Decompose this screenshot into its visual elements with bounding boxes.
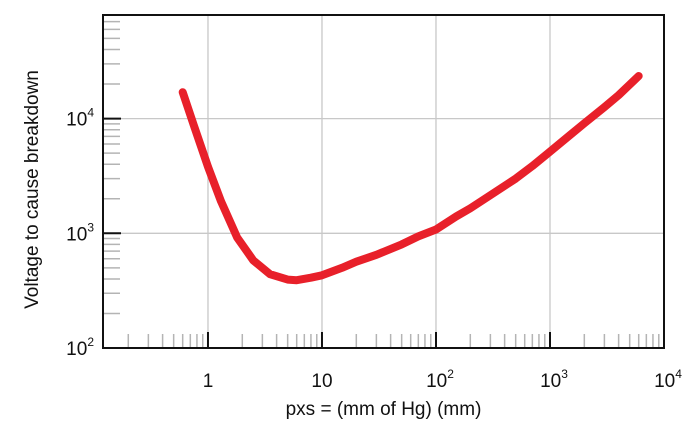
x-tick-label: 1 <box>203 371 214 392</box>
x-tick-label: 102 <box>426 367 454 392</box>
grid-lines <box>103 15 664 348</box>
minor-ticks <box>103 14 660 348</box>
y-axis-label: Voltage to cause breakdown <box>22 70 43 309</box>
y-tick-label: 104 <box>66 106 94 131</box>
x-tick-label: 10 <box>311 371 332 392</box>
x-tick-label: 104 <box>654 367 682 392</box>
major-ticks <box>103 117 551 348</box>
plot-frame <box>102 14 665 349</box>
series-layer <box>178 72 643 285</box>
breakdown-curve <box>178 72 643 285</box>
x-tick-label: 103 <box>540 367 568 392</box>
x-axis-label: pxs = (mm of Hg) (mm) <box>286 399 482 420</box>
y-tick-label: 103 <box>66 220 94 245</box>
tick-labels: 1 10 102 103 104 102 103 104 <box>66 106 682 392</box>
y-tick-label: 102 <box>66 335 94 360</box>
